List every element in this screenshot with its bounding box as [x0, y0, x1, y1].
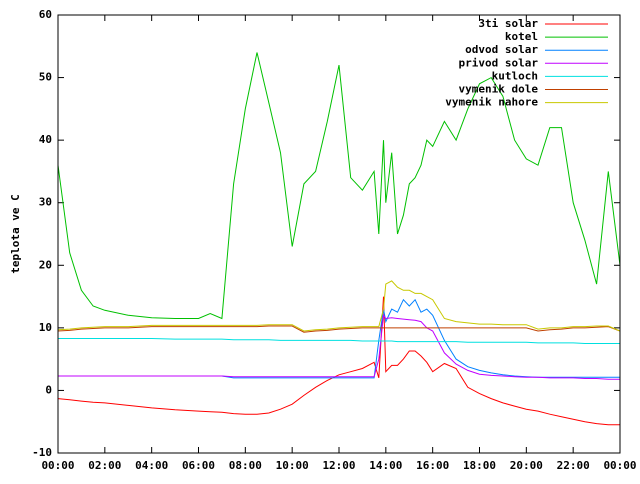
x-tick-label: 22:00: [557, 459, 590, 472]
y-tick-label: 30: [39, 196, 52, 209]
x-tick-label: 20:00: [510, 459, 543, 472]
series-line: [58, 338, 620, 344]
y-axis-label: teplota ve C: [9, 194, 22, 273]
series-line: [57, 296, 620, 426]
series-line: [58, 313, 620, 380]
series-line: [57, 52, 621, 320]
x-tick-label: 12:00: [322, 459, 355, 472]
x-tick-label: 10:00: [276, 459, 309, 472]
y-tick-label: 50: [39, 71, 52, 84]
series-line: [57, 280, 621, 332]
legend-label: vymenik nahore: [445, 96, 538, 109]
y-tick-label: -10: [32, 446, 52, 459]
x-tick-label: 02:00: [88, 459, 121, 472]
x-tick-label: 08:00: [229, 459, 262, 472]
x-tick-label: 00:00: [603, 459, 636, 472]
legend-label: odvod solar: [465, 43, 538, 56]
legend-label: privod solar: [459, 56, 539, 69]
y-tick-label: 10: [39, 321, 52, 334]
series-line: [57, 325, 621, 333]
legend-label: 3ti solar: [478, 17, 538, 30]
x-tick-label: 04:00: [135, 459, 168, 472]
plot-border: [57, 14, 621, 454]
y-tick-label: 60: [39, 8, 52, 21]
legend-label: kutloch: [492, 69, 538, 82]
y-tick-label: 0: [45, 383, 52, 396]
x-tick-label: 18:00: [463, 459, 496, 472]
y-tick-label: 20: [39, 258, 52, 271]
x-tick-label: 06:00: [182, 459, 215, 472]
legend-label: vymenik dole: [459, 83, 539, 96]
x-tick-label: 14:00: [369, 459, 402, 472]
x-tick-label: 16:00: [416, 459, 449, 472]
x-tick-label: 00:00: [41, 459, 74, 472]
y-tick-label: 40: [39, 133, 52, 146]
legend-label: kotel: [505, 30, 538, 43]
